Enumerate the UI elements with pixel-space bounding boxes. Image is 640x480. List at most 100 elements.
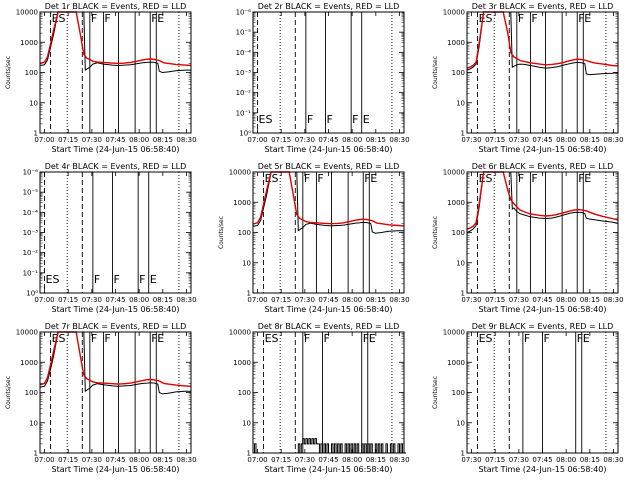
y-tick-label: 10: [29, 99, 38, 107]
event-marker-label: F: [544, 332, 550, 345]
x-tick-label: 08:15: [580, 296, 600, 304]
y-tick-label: 1: [461, 130, 465, 138]
panel-det-8: Det 8r BLACK = Events, RED = LLD Start Ti…: [229, 322, 410, 474]
x-tick-label: 07:15: [58, 136, 78, 144]
x-tick-label: 07:00: [247, 136, 267, 144]
y-axis-label: Counts/sec: [5, 376, 12, 409]
x-tick-label: 07:30: [82, 136, 102, 144]
event-marker-label: F: [91, 332, 97, 345]
panel-det-2: Det 2r BLACK = Events, RED = LLD Start Ti…: [236, 2, 410, 154]
y-tick-label: 1: [461, 290, 465, 298]
y-tick-label: 10⁻⁵: [23, 189, 39, 197]
x-tick-label: 07:00: [247, 296, 267, 304]
y-tick-label: 10⁻³: [236, 69, 252, 77]
plot-frame: [252, 331, 405, 454]
y-tick-label: 10⁻²: [236, 89, 252, 97]
y-axis-label: Counts/sec: [432, 216, 439, 249]
plot-frame: [252, 171, 405, 294]
event-marker-label: ES: [46, 273, 60, 286]
y-tick-label: 10⁰: [239, 130, 251, 138]
event-marker-label: F: [104, 332, 110, 345]
panel-title: Det 7r BLACK = Events, RED = LLD: [45, 322, 187, 331]
y-tick-label: 1000: [447, 39, 465, 47]
x-tick-label: 07:00: [247, 456, 267, 464]
x-tick-label: 08:30: [603, 296, 623, 304]
y-tick-label: 10000: [229, 169, 251, 177]
plot-frame: [466, 11, 619, 134]
event-marker-label: ES: [52, 332, 66, 345]
y-tick-label: 10000: [443, 169, 465, 177]
event-marker-label: ES: [479, 172, 493, 185]
panel-title: Det 2r BLACK = Events, RED = LLD: [258, 2, 400, 11]
y-tick-label: 10000: [229, 329, 251, 337]
x-axis-label: Start Time (24-Jun-15 06:58:40): [265, 465, 393, 474]
y-tick-label: 100: [452, 229, 465, 237]
y-tick-label: 1000: [20, 39, 38, 47]
panel-title: Det 4r BLACK = Events, RED = LLD: [45, 162, 187, 171]
panel-det-3: Det 3r BLACK = Events, RED = LLD Start Ti…: [432, 2, 624, 154]
x-tick-label: 08:15: [153, 296, 173, 304]
panel-det-4: Det 4r BLACK = Events, RED = LLD Start Ti…: [23, 162, 197, 314]
x-tick-label: 08:00: [342, 296, 362, 304]
x-axis-label: Start Time (24-Jun-15 06:58:40): [479, 145, 607, 154]
event-marker-label: F: [94, 273, 100, 286]
x-tick-label: 07:15: [485, 136, 505, 144]
y-tick-label: 1000: [447, 199, 465, 207]
y-tick-label: 100: [25, 69, 38, 77]
plot-frame: [39, 11, 192, 134]
y-tick-label: 10: [456, 259, 465, 267]
y-tick-label: 10⁻³: [23, 229, 39, 237]
panel-det-9: Det 9r BLACK = Events, RED = LLD Start Ti…: [432, 322, 624, 474]
y-tick-label: 10⁻⁶: [23, 169, 39, 177]
x-tick-label: 08:15: [580, 456, 600, 464]
y-tick-label: 10: [29, 419, 38, 427]
x-tick-label: 08:00: [129, 136, 149, 144]
x-tick-label: 07:45: [318, 296, 338, 304]
x-tick-label: 08:00: [556, 296, 576, 304]
event-marker-label: F: [577, 332, 583, 345]
x-axis-label: Start Time (24-Jun-15 06:58:40): [265, 305, 393, 314]
x-tick-label: 07:00: [34, 456, 54, 464]
event-marker-label: E: [370, 172, 377, 185]
y-tick-label: 10: [242, 419, 251, 427]
panel-det-5: Det 5r BLACK = Events, RED = LLD Start Ti…: [218, 162, 410, 314]
x-tick-label: 07:45: [105, 136, 125, 144]
event-marker-label: ES: [479, 12, 493, 25]
x-axis-label: Start Time (24-Jun-15 06:58:40): [265, 145, 393, 154]
x-tick-label: 07:15: [271, 136, 291, 144]
x-tick-label: 08:30: [389, 296, 409, 304]
x-tick-label: 08:00: [129, 296, 149, 304]
y-tick-label: 10⁻⁶: [236, 9, 252, 17]
x-tick-label: 07:30: [82, 456, 102, 464]
x-tick-label: 08:30: [603, 136, 623, 144]
y-tick-label: 10⁻⁴: [236, 49, 252, 57]
y-tick-label: 10⁻⁴: [23, 209, 39, 217]
event-marker-label: ES: [265, 332, 279, 345]
x-tick-label: 07:45: [532, 136, 552, 144]
event-marker-label: F: [139, 273, 145, 286]
event-marker-label: E: [369, 332, 376, 345]
x-tick-label: 07:30: [295, 456, 315, 464]
x-tick-label: 07:00: [34, 136, 54, 144]
event-marker-label: F: [304, 332, 310, 345]
y-axis-label: Counts/sec: [5, 56, 12, 89]
x-tick-label: 08:00: [556, 456, 576, 464]
plot-frame: [466, 331, 619, 454]
event-marker-label: F: [317, 172, 323, 185]
x-tick-label: 08:30: [176, 296, 196, 304]
x-tick-label: 08:15: [153, 136, 173, 144]
event-marker-label: F: [91, 12, 97, 25]
x-axis-label: Start Time (24-Jun-15 06:58:40): [52, 465, 180, 474]
x-tick-label: 07:15: [58, 296, 78, 304]
x-tick-label: 07:45: [532, 456, 552, 464]
event-marker-label: F: [326, 113, 332, 126]
x-tick-label: 08:30: [389, 136, 409, 144]
event-marker-label: ES: [479, 332, 493, 345]
y-tick-label: 10000: [443, 9, 465, 17]
panel-det-6: Det 6r BLACK = Events, RED = LLD Start Ti…: [432, 162, 624, 314]
x-tick-label: 07:45: [318, 136, 338, 144]
event-marker-label: F: [352, 113, 358, 126]
x-tick-label: 07:30: [509, 296, 529, 304]
x-tick-label: 07:15: [58, 456, 78, 464]
x-tick-label: 07:15: [271, 296, 291, 304]
